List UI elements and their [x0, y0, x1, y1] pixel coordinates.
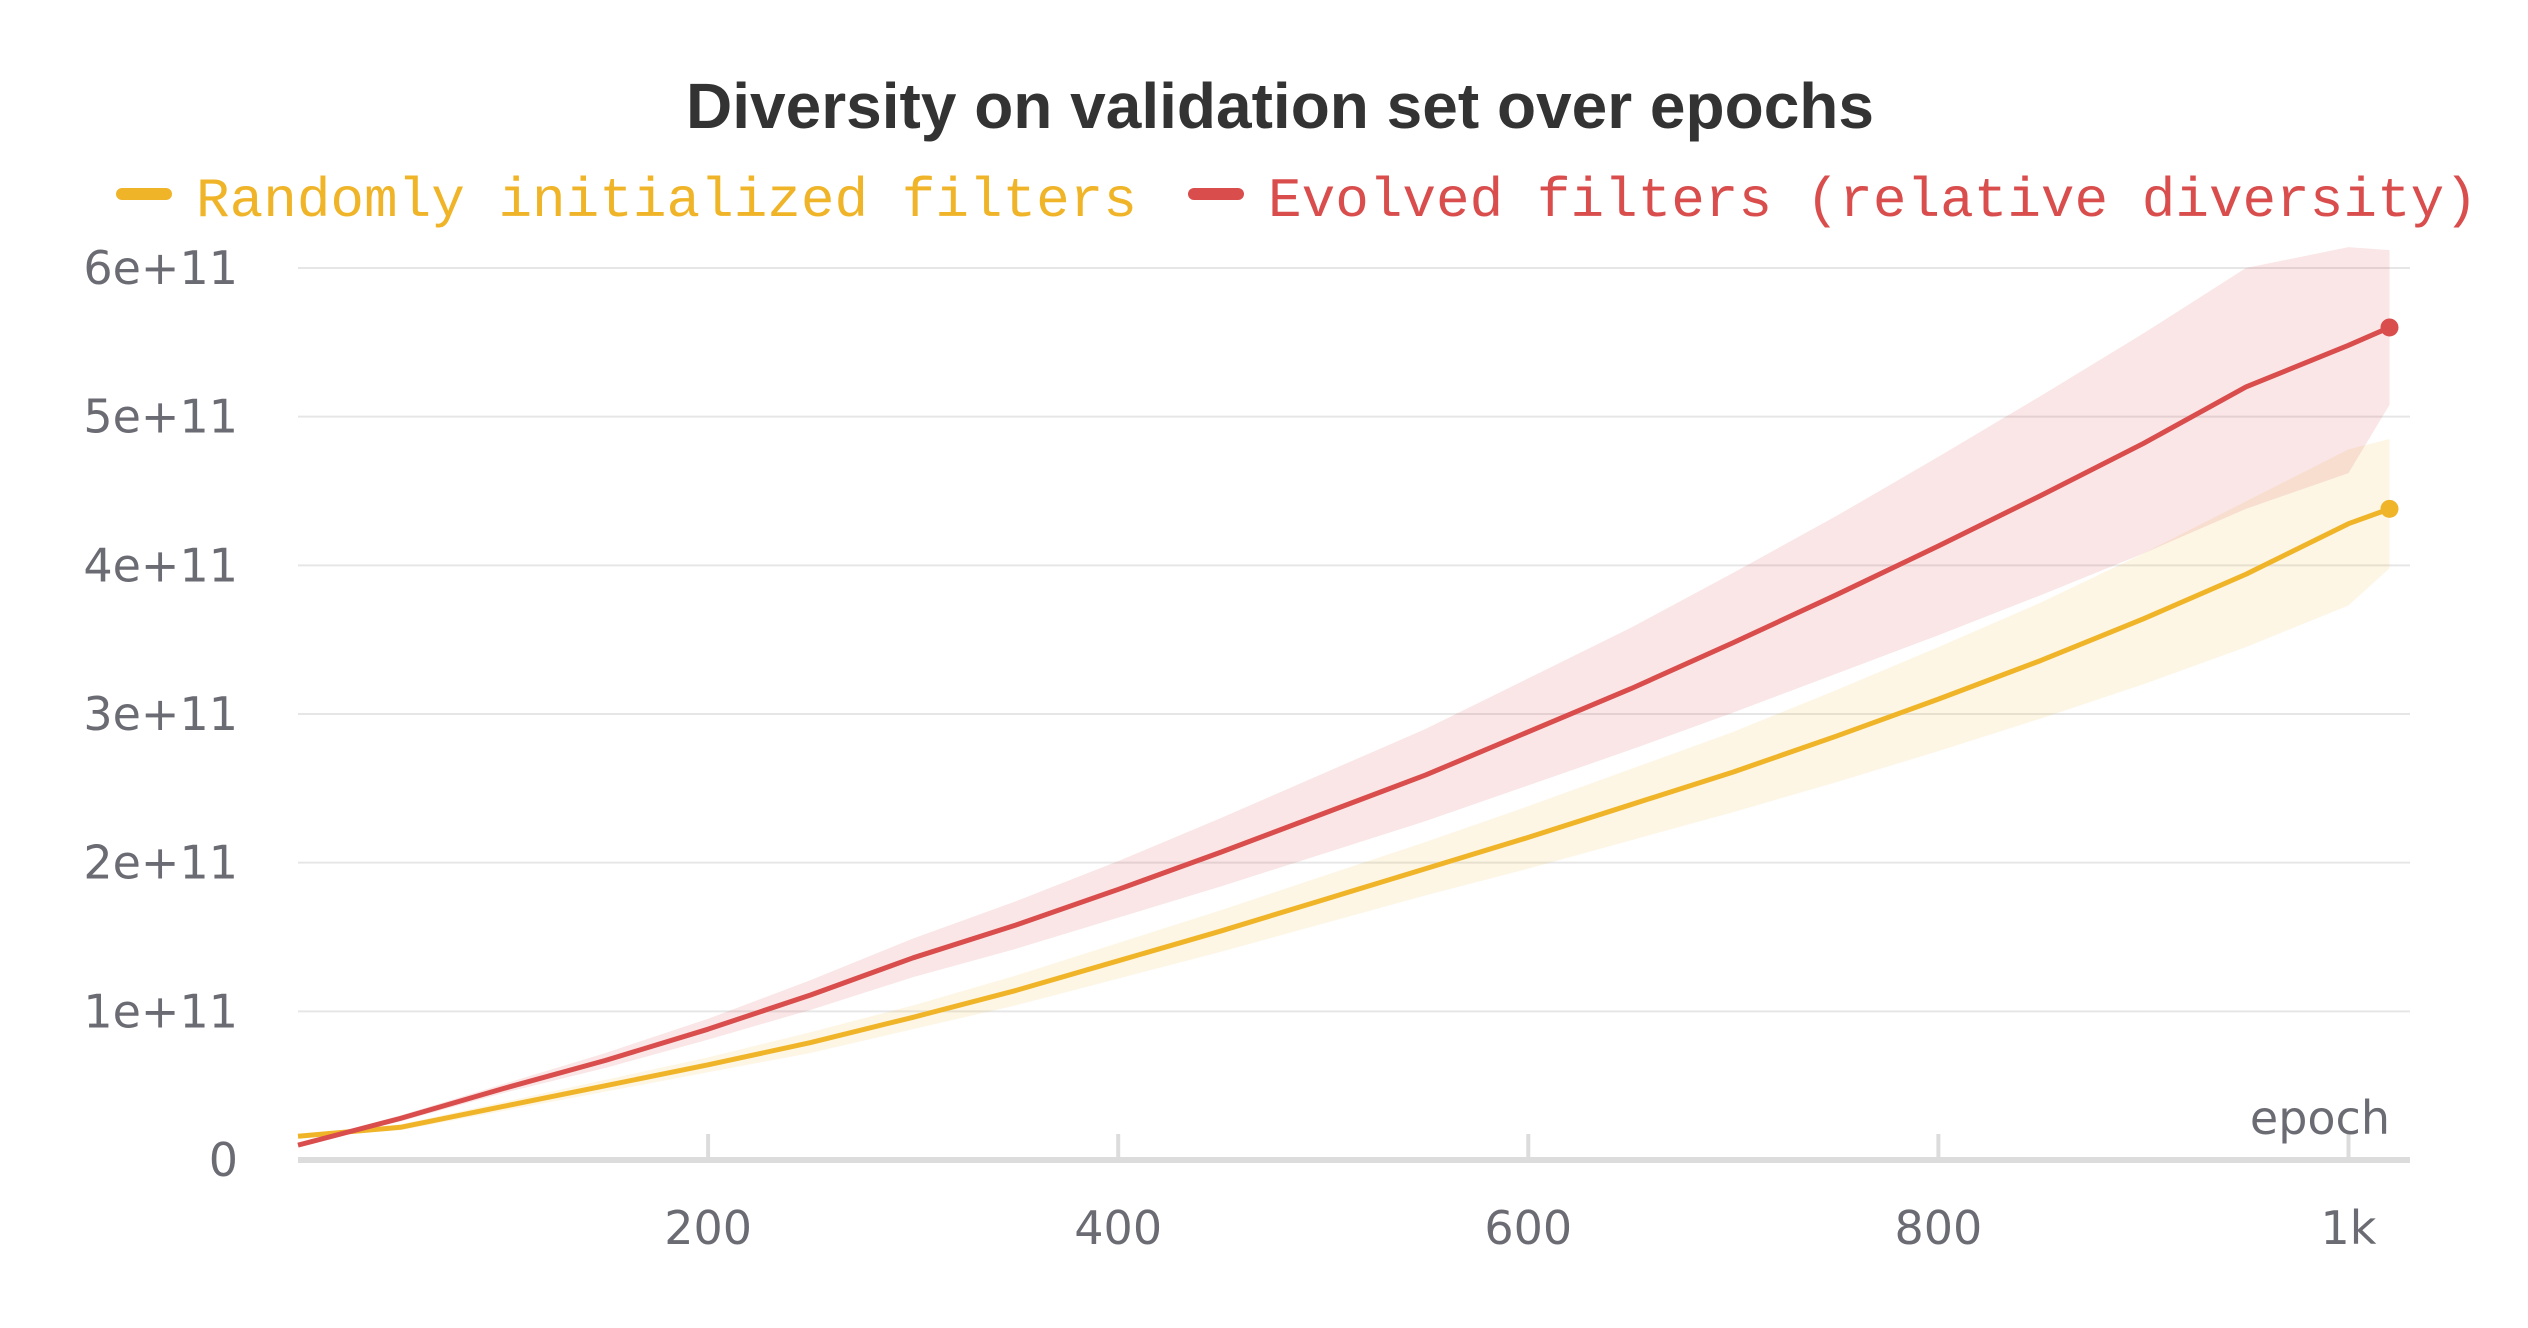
band-evolved-filters-relative-diversity [298, 247, 2390, 1147]
gridlines [298, 267, 2410, 1013]
y-tick-label-3e-11: 3e+11 [83, 687, 238, 741]
endpoint-evolved-filters-relative-diversity [2380, 318, 2399, 337]
x-tick-label-200: 200 [664, 1201, 752, 1255]
y-tick-label-6e-11: 6e+11 [83, 241, 238, 295]
confidence-bands [298, 247, 2390, 1147]
legend-swatch-randomly-initialized [116, 188, 172, 200]
x-tick-label-400: 400 [1074, 1201, 1162, 1255]
legend-label-evolved: Evolved filters (relative diversity) [1268, 169, 2478, 233]
series-lines [297, 318, 2399, 1148]
y-tick-label-4e-11: 4e+11 [83, 538, 238, 592]
x-tick-label-1k: 1k [2321, 1201, 2377, 1255]
y-tick-label-1e-11: 1e+11 [83, 984, 238, 1038]
x-tick-label-800: 800 [1894, 1201, 1982, 1255]
legend-label-randomly-initialized: Randomly initialized filters [196, 169, 1137, 233]
legend: Randomly initialized filters Evolved fil… [116, 169, 2478, 233]
endpoint-randomly-initialized-filters [2380, 499, 2399, 518]
y-tick-label-2e-11: 2e+11 [83, 836, 238, 890]
y-tick-label-5e-11: 5e+11 [83, 390, 238, 444]
x-axis-label: epoch [2250, 1091, 2390, 1145]
y-axis-ticks: 0 1e+11 2e+11 3e+11 4e+11 5e+11 6e+11 [83, 241, 238, 1187]
line-randomly-initialized-filters [297, 506, 2391, 1139]
chart-title: Diversity on validation set over epochs [686, 70, 1874, 142]
legend-swatch-evolved [1188, 188, 1244, 200]
y-tick-label-0: 0 [209, 1133, 238, 1187]
x-tick-label-600: 600 [1484, 1201, 1572, 1255]
line-evolved-filters-relative-diversity [297, 325, 2391, 1148]
x-axis: 200 400 600 800 1k [298, 1134, 2410, 1255]
